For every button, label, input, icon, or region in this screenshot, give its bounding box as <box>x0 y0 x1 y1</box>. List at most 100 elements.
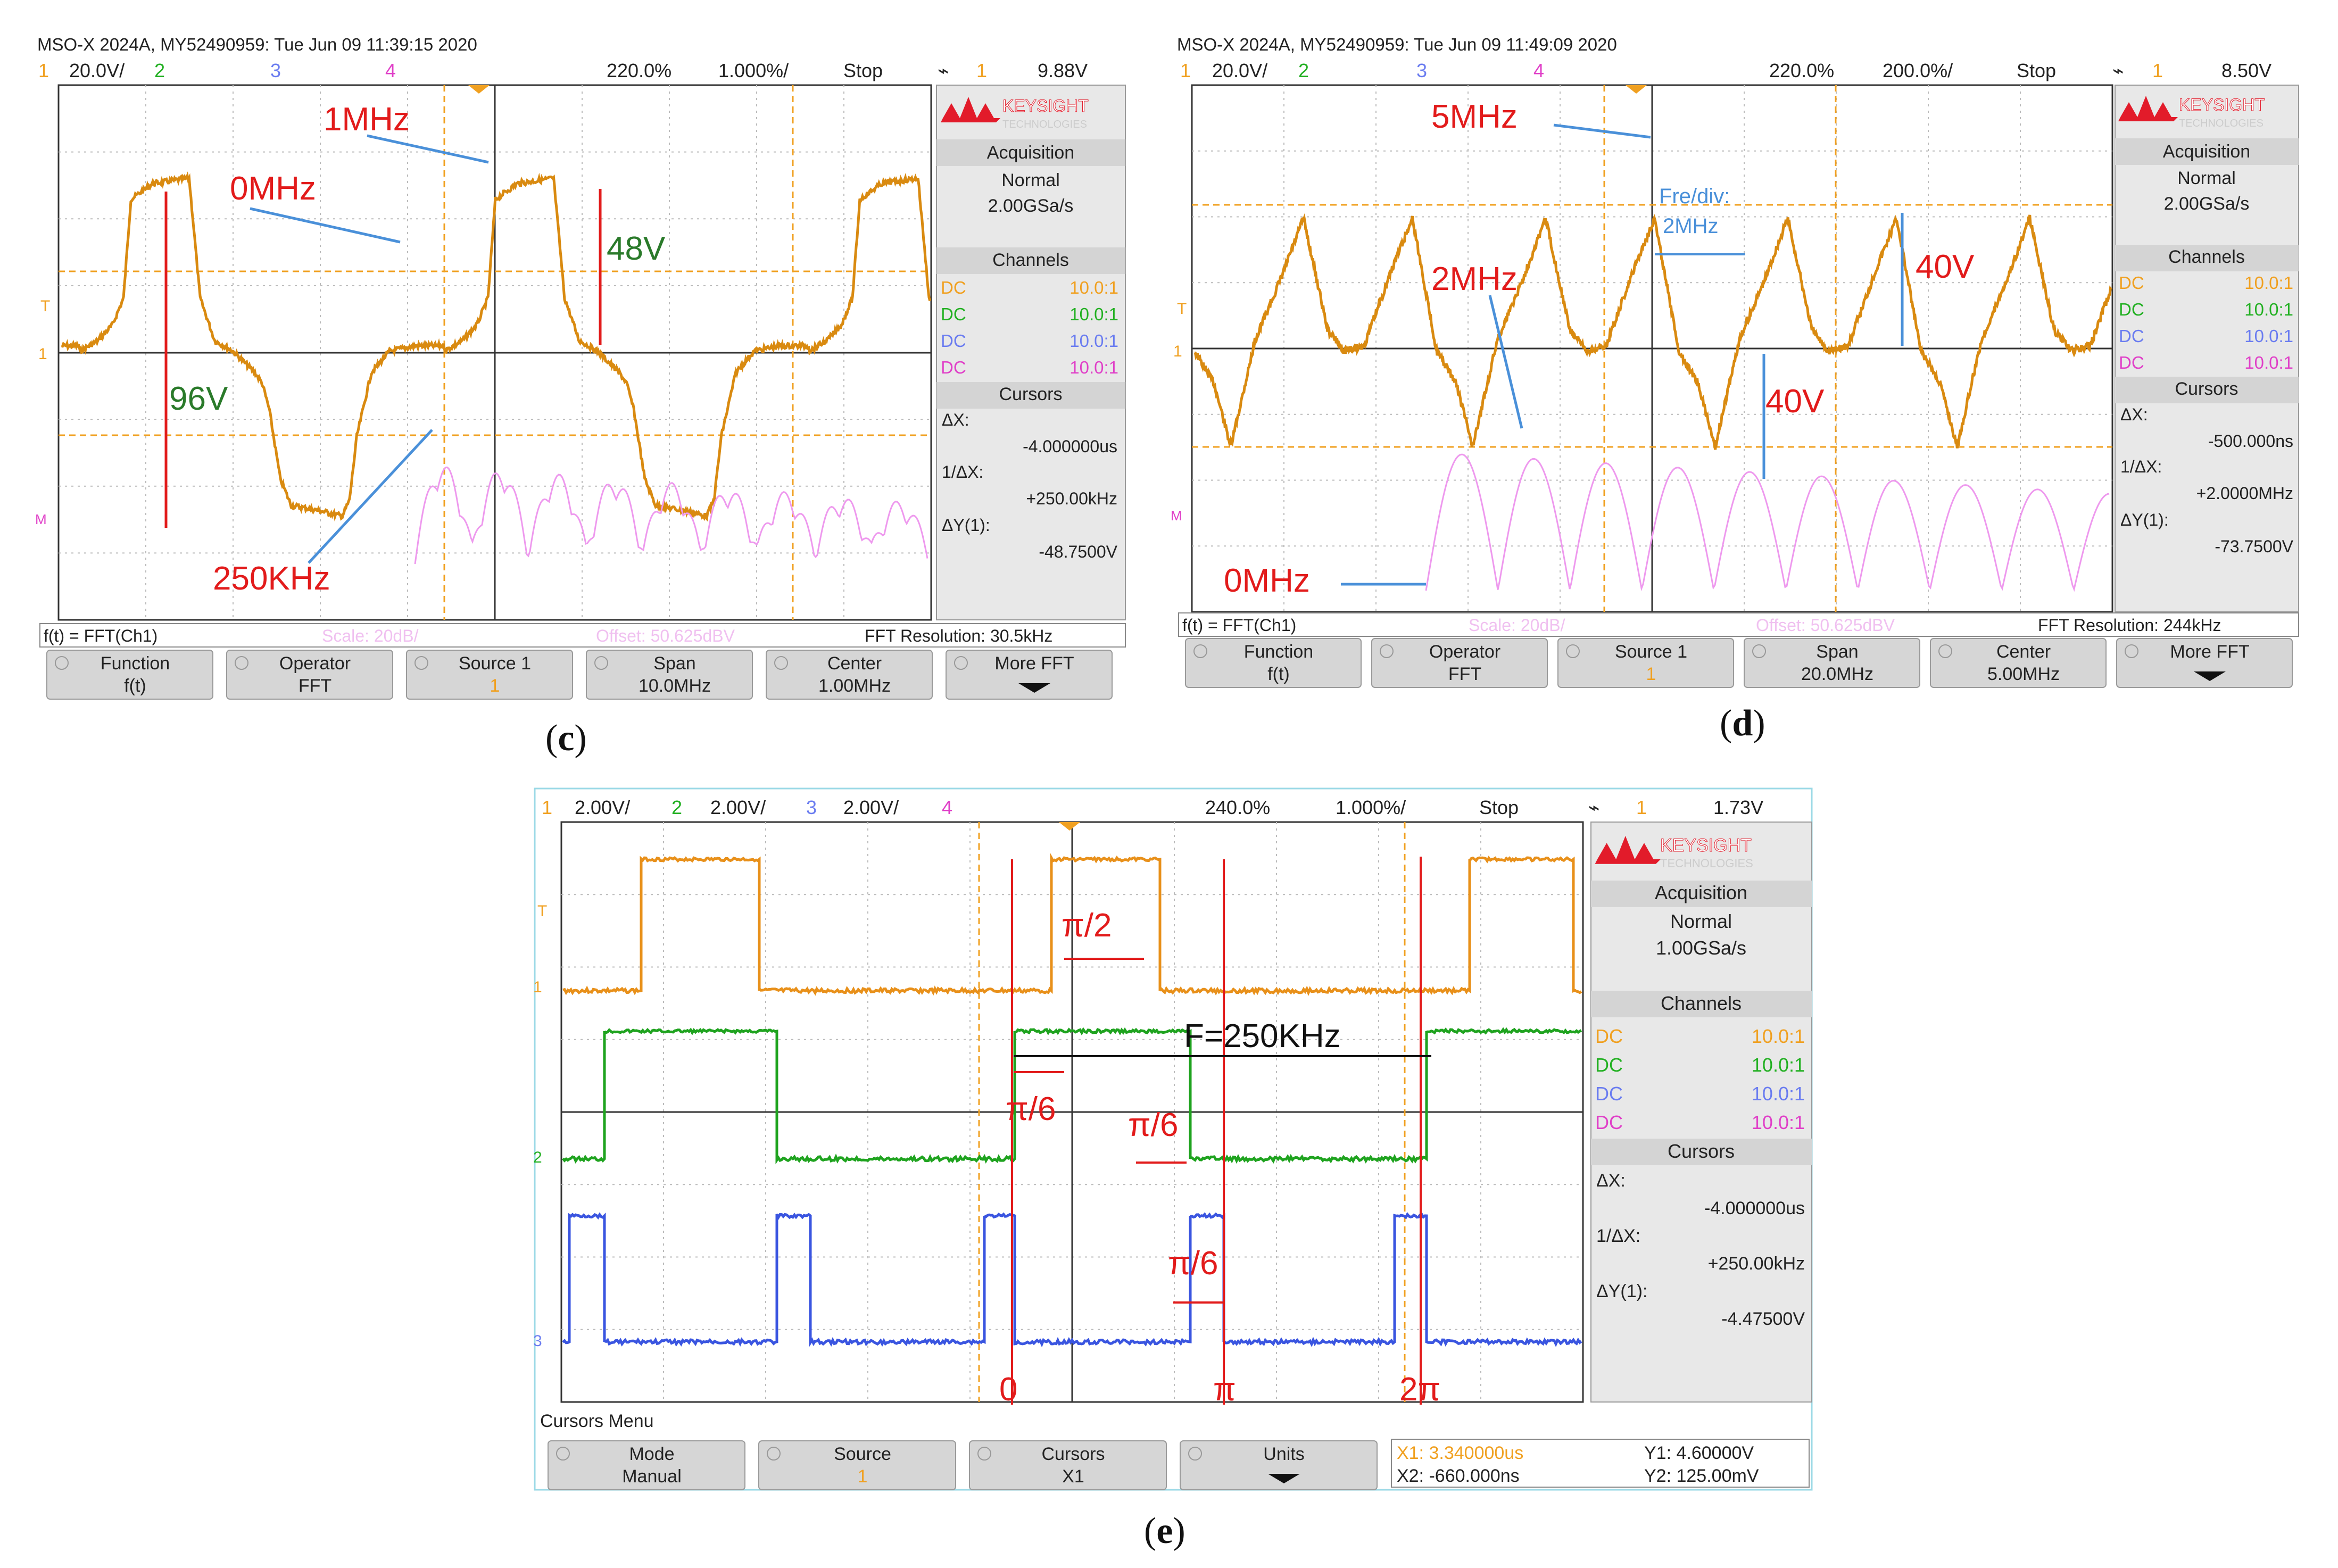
d-ch1-num[interactable]: 1 <box>1180 60 1191 81</box>
softkey-value: X1 <box>1062 1466 1084 1487</box>
softkey-face[interactable] <box>1371 638 1548 688</box>
softkey-value: 10.0MHz <box>639 676 711 696</box>
c-time-scale[interactable]: 1.000%/ <box>718 60 789 81</box>
softkey-face[interactable] <box>2116 638 2293 688</box>
d-caption: (d) <box>1720 703 1765 744</box>
d-time-pos[interactable]: 220.0% <box>1769 60 1834 81</box>
c-run-state[interactable]: Stop <box>843 60 883 81</box>
c-ch3-num[interactable]: 3 <box>270 60 281 81</box>
softkey-face[interactable] <box>946 650 1113 700</box>
e-ann-pi2: π/2 <box>1062 907 1112 944</box>
e-ch3-waveform <box>562 1212 1582 1348</box>
channel-coupling: DC <box>2119 273 2144 293</box>
e-ann-freq: F=250KHz <box>1184 1018 1341 1055</box>
e-time-pos[interactable]: 240.0% <box>1205 797 1270 818</box>
softkey-face[interactable] <box>1185 638 1362 688</box>
softkey-button[interactable]: Source 11 <box>406 650 573 700</box>
d-ch3-num[interactable]: 3 <box>1416 60 1427 81</box>
c-cursors-header <box>936 382 1125 409</box>
softkey-face[interactable] <box>1557 638 1734 688</box>
c-cursors-title: Cursors <box>999 384 1062 404</box>
e-trig-level[interactable]: 1.73V <box>1713 797 1763 818</box>
c-ch1-scale[interactable]: 20.0V/ <box>69 60 125 81</box>
softkey-button[interactable]: More FFT <box>946 650 1113 700</box>
softkey-label: Operator <box>1429 642 1500 662</box>
d-ch2-num[interactable]: 2 <box>1298 60 1309 81</box>
c-arrow-0mhz <box>250 207 401 244</box>
softkey-face[interactable] <box>406 650 573 700</box>
e-ch1-num[interactable]: 1 <box>542 797 552 818</box>
softkey-button[interactable]: Units <box>1180 1440 1378 1490</box>
d-cursors-header <box>2115 377 2299 403</box>
c-ch4-num[interactable]: 4 <box>385 60 396 81</box>
c-ch1-num[interactable]: 1 <box>38 60 49 81</box>
e-ch1-scale[interactable]: 2.00V/ <box>575 797 630 818</box>
c-brand-sub: TECHNOLOGIES <box>1002 119 1087 130</box>
softkey-face[interactable] <box>758 1440 956 1490</box>
e-ann-pi6a: π/6 <box>1006 1091 1056 1127</box>
e-ch2-waveform <box>562 1027 1582 1165</box>
d-channels-title: Channels <box>2168 247 2245 267</box>
softkey-face[interactable] <box>1744 638 1920 688</box>
softkey-face[interactable] <box>1180 1440 1378 1490</box>
e-acq-rate: 1.00GSa/s <box>1656 937 1746 959</box>
e-time-scale[interactable]: 1.000%/ <box>1336 797 1406 818</box>
softkey-face[interactable] <box>46 650 213 700</box>
softkey-face[interactable] <box>226 650 393 700</box>
e-ch4-num[interactable]: 4 <box>942 797 952 818</box>
down-arrow-icon <box>1268 1474 1300 1483</box>
d-dy-label: ΔY(1): <box>2120 510 2169 529</box>
softkey-face[interactable] <box>548 1440 745 1490</box>
d-trig-level[interactable]: 8.50V <box>2221 60 2271 81</box>
d-fft-waveform <box>1425 453 2110 592</box>
e-x1-readout: X1: 3.340000us <box>1397 1443 1523 1463</box>
softkey-face[interactable] <box>586 650 753 700</box>
c-dy-label: ΔY(1): <box>942 516 990 535</box>
softkey-label: Cursors <box>1041 1444 1105 1464</box>
e-run-state[interactable]: Stop <box>1479 797 1519 818</box>
c-channels-header <box>936 247 1125 274</box>
c-time-pos[interactable]: 220.0% <box>607 60 671 81</box>
c-dx-value: -4.000000us <box>1023 437 1117 456</box>
c-acq-mode: Normal <box>1001 170 1060 190</box>
d-run-state[interactable]: Stop <box>2017 60 2056 81</box>
d-ch1-waveform <box>1193 213 2112 450</box>
softkey-button[interactable]: More FFT <box>2116 638 2293 688</box>
e-trigger-marker <box>1059 822 1080 831</box>
scope-d: MSO-X 2024A, MY52490959: Tue Jun 09 11:4… <box>1171 35 2299 744</box>
softkey-button[interactable]: Source 11 <box>1557 638 1734 688</box>
channel-probe: 10.0:1 <box>1752 1054 1805 1076</box>
softkey-face[interactable] <box>766 650 933 700</box>
e-ch3-num[interactable]: 3 <box>806 797 817 818</box>
knob-icon <box>1938 644 1952 658</box>
e-annotations: π/2 F=250KHz π/6 π/6 π/6 0 π 2π <box>999 907 1440 1408</box>
d-time-scale[interactable]: 200.0%/ <box>1883 60 1953 81</box>
e-ann-2pi: 2π <box>1399 1371 1440 1408</box>
softkey-face[interactable] <box>969 1440 1167 1490</box>
e-ch3-scale[interactable]: 2.00V/ <box>843 797 899 818</box>
e-ch2-num[interactable]: 2 <box>671 797 682 818</box>
e-channels-title: Channels <box>1661 992 1742 1014</box>
softkey-label: More FFT <box>2170 642 2249 662</box>
keysight-logo-icon <box>1595 836 1661 864</box>
c-ch2-num[interactable]: 2 <box>154 60 165 81</box>
d-ann-40v-a: 40V <box>1916 248 1975 285</box>
d-ch1-scale[interactable]: 20.0V/ <box>1212 60 1267 81</box>
softkey-label: Span <box>653 653 695 674</box>
d-ch4-num[interactable]: 4 <box>1533 60 1544 81</box>
softkey-face[interactable] <box>1930 638 2107 688</box>
c-trig-level[interactable]: 9.88V <box>1038 60 1088 81</box>
e-ch2-scale[interactable]: 2.00V/ <box>710 797 766 818</box>
